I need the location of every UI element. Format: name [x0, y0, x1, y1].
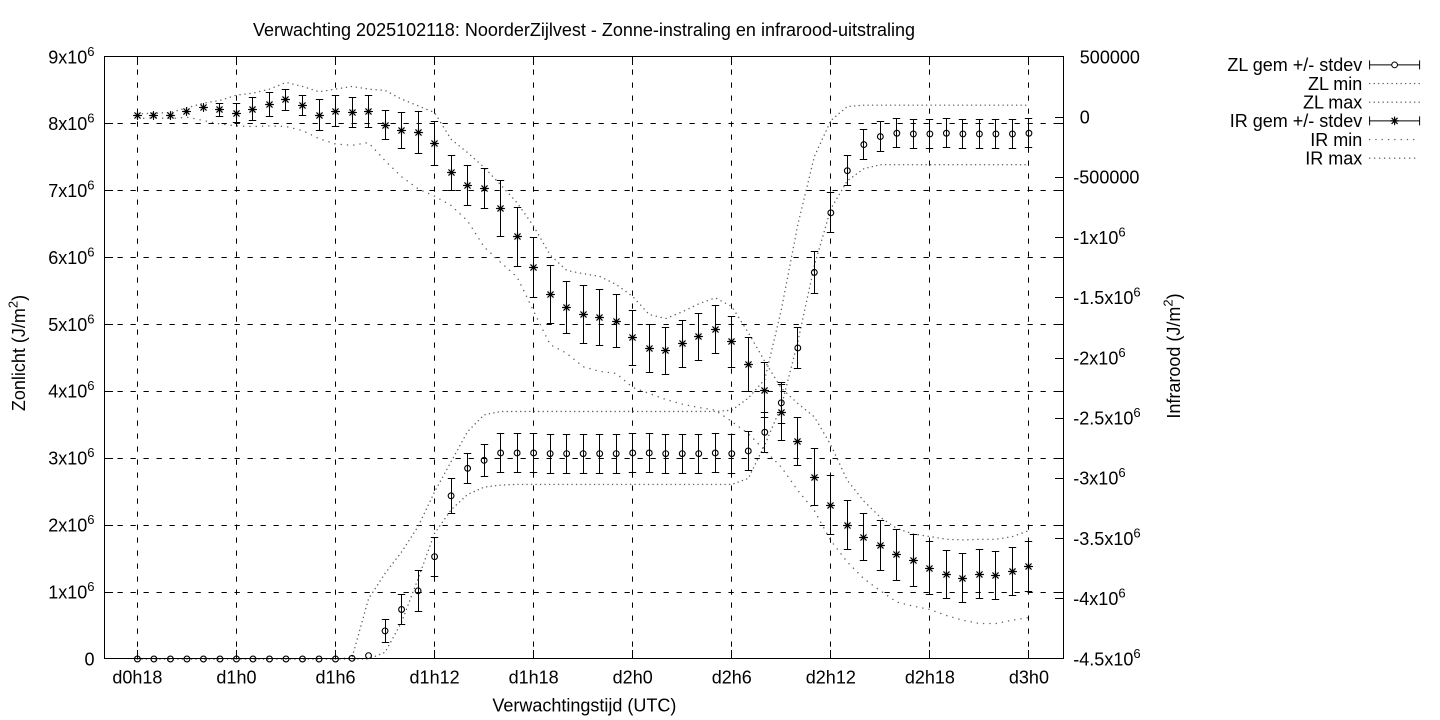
svg-text:Verwachtingstijd (UTC): Verwachtingstijd (UTC) — [492, 696, 676, 716]
svg-text:1x106: 1x106 — [48, 579, 94, 603]
svg-text:-3.5x106: -3.5x106 — [1073, 525, 1140, 549]
svg-text:IR gem +/- stdev: IR gem +/- stdev — [1230, 111, 1363, 131]
svg-text:d2h12: d2h12 — [806, 668, 856, 688]
svg-text:-4.5x106: -4.5x106 — [1073, 646, 1140, 670]
svg-text:Verwachting 2025102118: Noorde: Verwachting 2025102118: NoorderZijlvest … — [253, 20, 915, 40]
svg-text:ZL max: ZL max — [1303, 93, 1362, 113]
svg-text:7x106: 7x106 — [48, 178, 94, 202]
svg-text:d1h18: d1h18 — [509, 668, 559, 688]
svg-text:d2h6: d2h6 — [712, 668, 752, 688]
svg-text:d2h0: d2h0 — [613, 668, 653, 688]
svg-text:-1.5x106: -1.5x106 — [1073, 285, 1140, 309]
svg-text:5x106: 5x106 — [48, 311, 94, 335]
svg-text:d1h0: d1h0 — [216, 668, 256, 688]
svg-text:d1h6: d1h6 — [315, 668, 355, 688]
svg-text:d1h12: d1h12 — [410, 668, 460, 688]
svg-text:-500000: -500000 — [1073, 168, 1139, 188]
svg-text:d3h0: d3h0 — [1009, 668, 1049, 688]
svg-text:Infrarood (J/m2): Infrarood (J/m2) — [1161, 293, 1185, 418]
svg-text:6x106: 6x106 — [48, 244, 94, 268]
svg-text:-1x106: -1x106 — [1073, 224, 1125, 248]
svg-text:IR max: IR max — [1305, 149, 1362, 169]
svg-text:d0h18: d0h18 — [112, 668, 162, 688]
svg-text:3x106: 3x106 — [48, 445, 94, 469]
svg-text:8x106: 8x106 — [48, 111, 94, 135]
svg-text:-2x106: -2x106 — [1073, 345, 1125, 369]
svg-text:2x106: 2x106 — [48, 512, 94, 536]
svg-text:ZL gem +/- stdev: ZL gem +/- stdev — [1227, 55, 1362, 75]
svg-text:0: 0 — [1080, 108, 1090, 128]
svg-text:Zonlicht (J/m2): Zonlicht (J/m2) — [6, 295, 30, 411]
svg-text:0: 0 — [84, 649, 94, 669]
svg-text:d2h18: d2h18 — [905, 668, 955, 688]
svg-text:IR min: IR min — [1310, 130, 1362, 150]
svg-text:ZL min: ZL min — [1308, 74, 1362, 94]
svg-text:9x106: 9x106 — [48, 44, 94, 68]
svg-text:4x106: 4x106 — [48, 378, 94, 402]
svg-text:500000: 500000 — [1080, 47, 1140, 67]
svg-text:-4x106: -4x106 — [1073, 586, 1125, 610]
svg-text:-2.5x106: -2.5x106 — [1073, 405, 1140, 429]
svg-text:-3x106: -3x106 — [1073, 465, 1125, 489]
